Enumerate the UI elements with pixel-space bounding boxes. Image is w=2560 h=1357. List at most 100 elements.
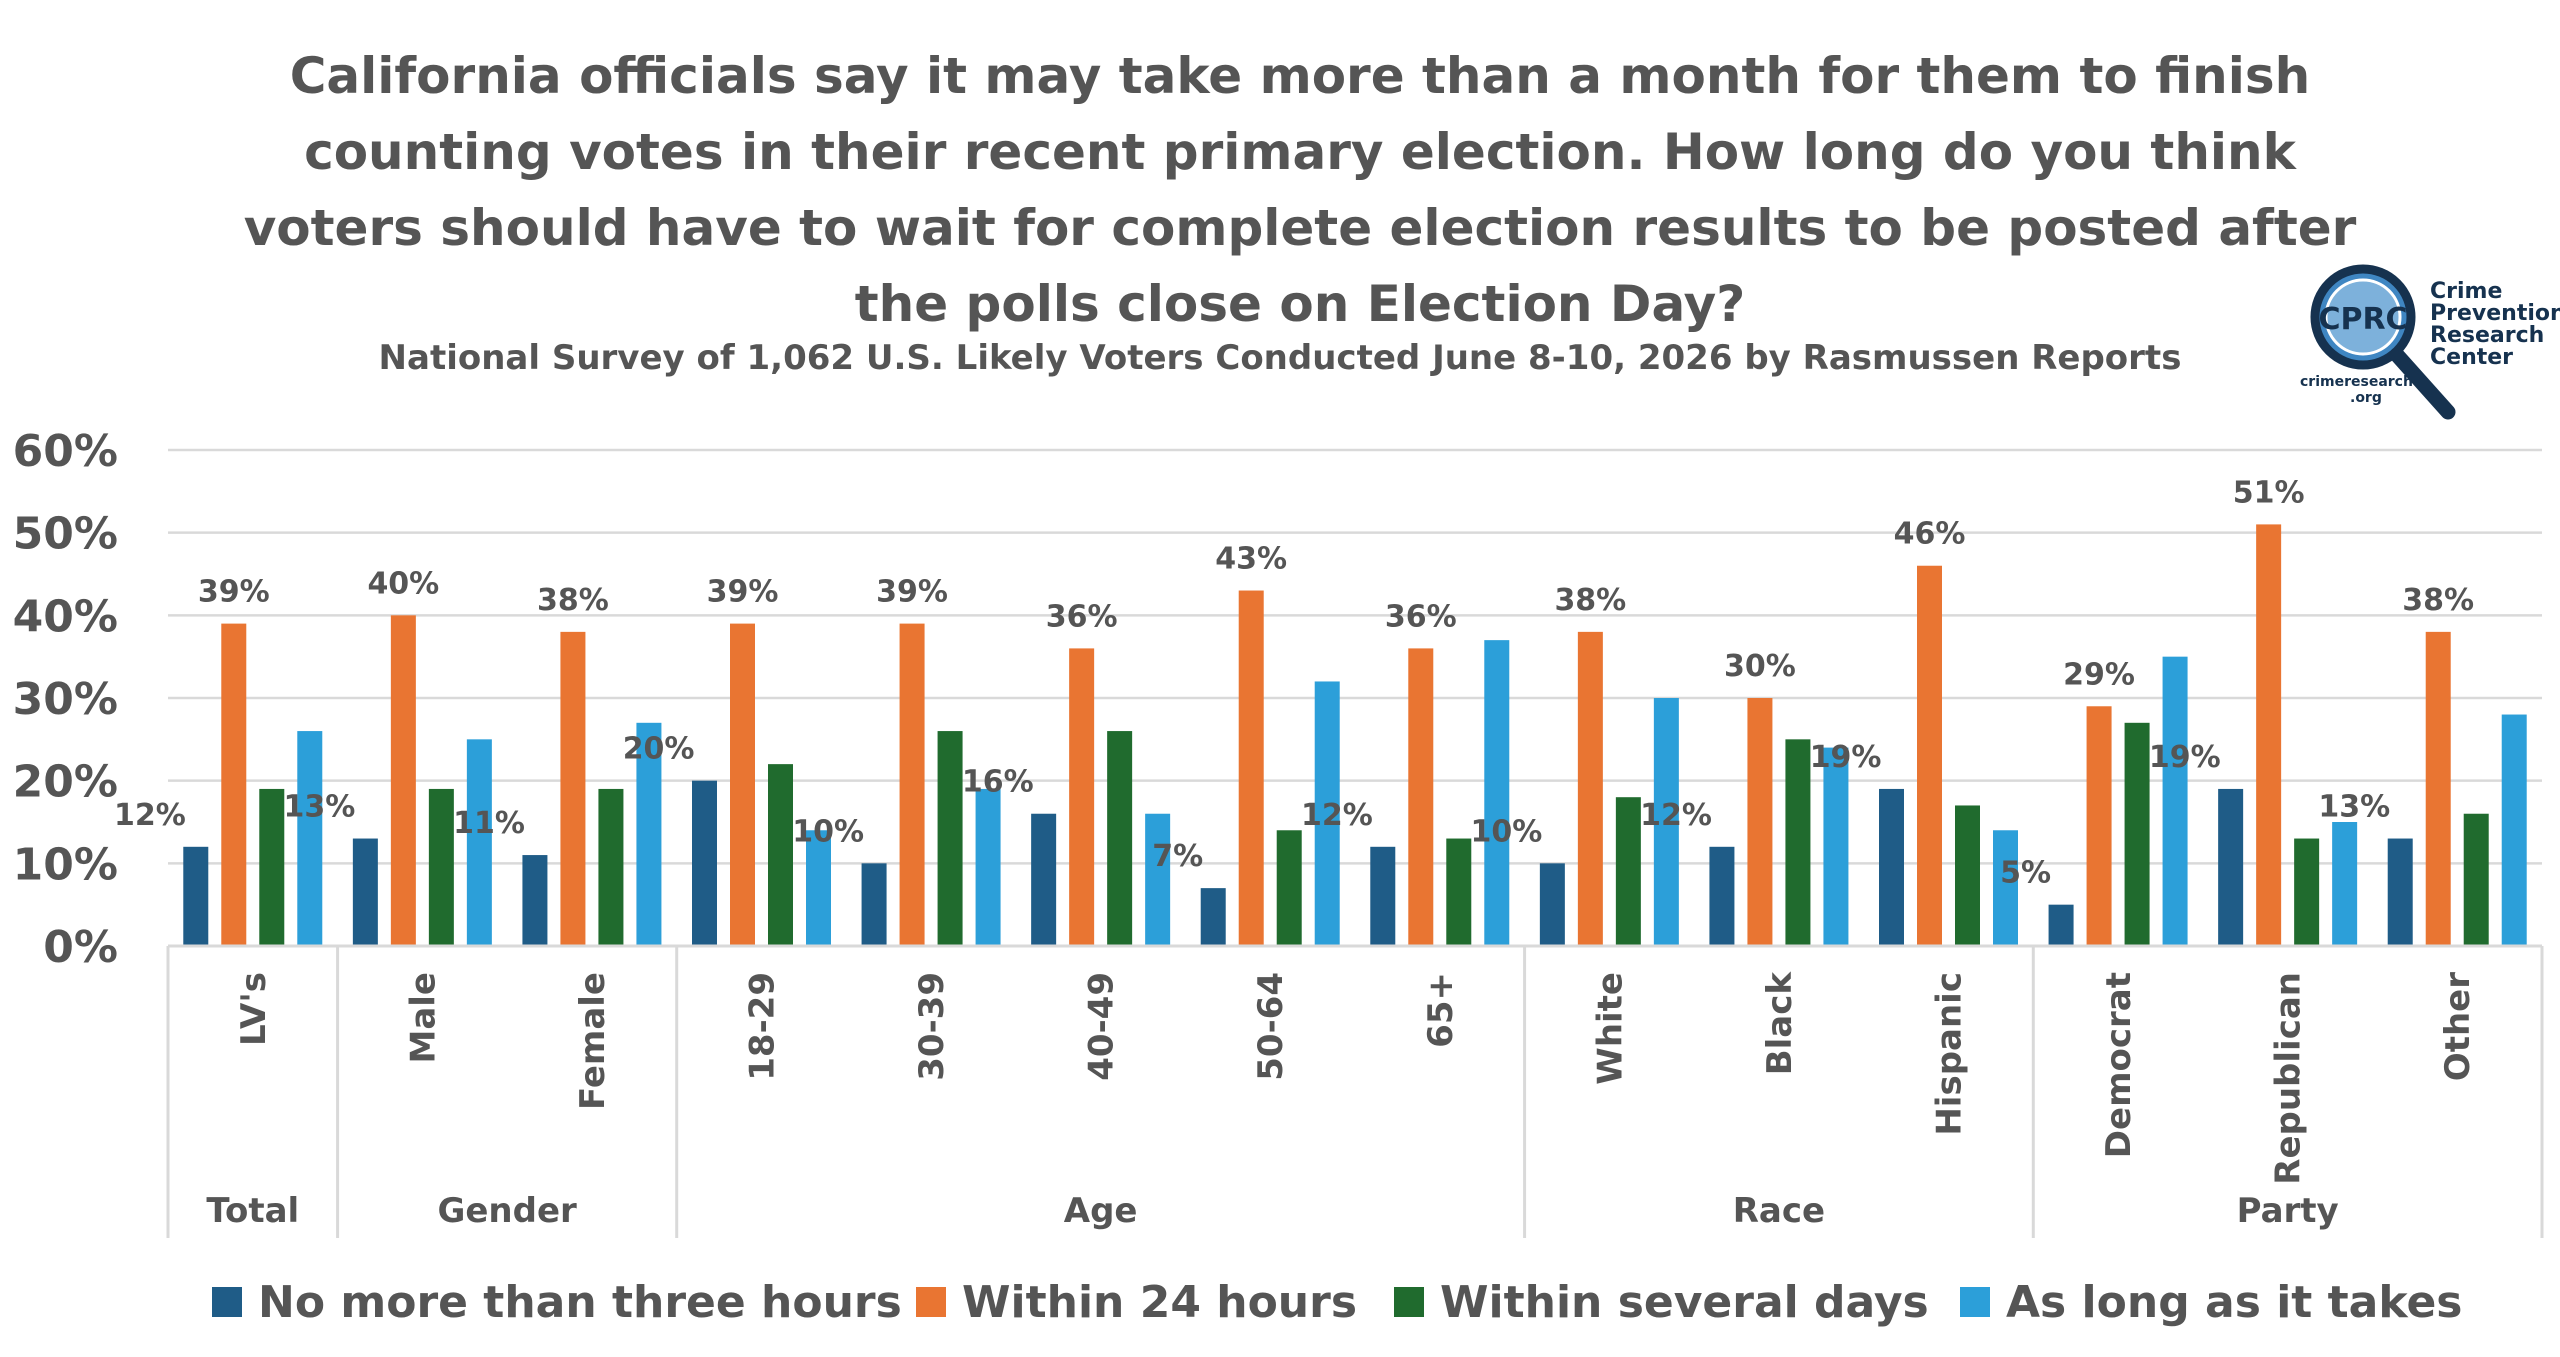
bar <box>352 838 378 946</box>
legend-swatch-no-more-than-three-hours <box>212 1287 242 1317</box>
logo-name-line: Crime <box>2430 279 2502 304</box>
cprc-logo: CPRC Crime Prevention Research Center cr… <box>2298 262 2560 432</box>
bar <box>297 731 323 946</box>
bar <box>466 739 492 946</box>
bar <box>1200 888 1226 946</box>
bar <box>390 615 416 946</box>
x-tick-label: 30-39 <box>912 972 952 1081</box>
group-label: Total <box>206 1191 299 1231</box>
bar <box>1107 731 1133 946</box>
data-label: 30% <box>1724 649 1796 684</box>
bar <box>2294 838 2320 946</box>
x-tick-label: Male <box>403 972 443 1064</box>
bar <box>1446 838 1472 946</box>
bar <box>636 722 662 946</box>
bar-chart: 0% 10% 20% 30% 40% 50% 60% 12% 13% 11% 20% 10% 16% 7… <box>13 426 2544 1238</box>
bar <box>1785 739 1811 946</box>
x-tick-label: White <box>1590 972 1630 1085</box>
bar <box>1823 747 1849 946</box>
bar <box>2086 706 2112 946</box>
bar <box>2425 631 2451 946</box>
bar <box>861 863 887 946</box>
x-tick-label: Hispanic <box>1930 972 1970 1136</box>
data-label: 29% <box>2063 657 2135 692</box>
data-label: 7% <box>1152 839 1203 874</box>
bar <box>2218 788 2244 946</box>
bar <box>1917 565 1942 946</box>
x-tick-label: Other <box>2438 972 2478 1081</box>
data-label: 13% <box>2318 790 2390 825</box>
data-label: 11% <box>453 806 525 841</box>
data-label: 39% <box>198 575 270 610</box>
bar <box>768 764 793 946</box>
bar <box>1276 830 1302 946</box>
x-tick-label: Democrat <box>2099 972 2139 1158</box>
bar <box>2463 813 2489 946</box>
bar <box>2162 656 2188 946</box>
chart-subtitle: National Survey of 1,062 U.S. Likely Vot… <box>378 338 2182 378</box>
data-label: 46% <box>1894 517 1966 552</box>
x-tick-label: 18-29 <box>743 972 783 1081</box>
bar <box>1484 640 1510 946</box>
bar <box>2501 714 2527 946</box>
data-label: 36% <box>1385 599 1457 634</box>
bar <box>975 788 1001 946</box>
group-label: Age <box>1064 1191 1138 1231</box>
data-label: 38% <box>2402 583 2474 618</box>
x-tick-label: 50-64 <box>1251 972 1291 1081</box>
data-label: 43% <box>1215 542 1287 577</box>
logo-site-line: .org <box>2350 390 2382 406</box>
data-label: 5% <box>2000 856 2051 891</box>
y-tick-label: 60% <box>13 426 118 477</box>
data-label: 12% <box>114 798 186 833</box>
legend-label: Within 24 hours <box>962 1276 1358 1328</box>
y-tick-label: 50% <box>13 509 118 560</box>
bar <box>1539 863 1565 946</box>
bar <box>899 623 925 946</box>
y-tick-label: 40% <box>13 591 118 642</box>
data-label: 36% <box>1046 599 1118 634</box>
legend-item: No more than three hours <box>212 1262 902 1342</box>
y-axis-ticks: 0% 10% 20% 30% 40% 50% 60% <box>13 426 118 973</box>
bar <box>692 780 717 946</box>
legend-swatch-within-several-days <box>1394 1287 1424 1317</box>
bar <box>522 855 548 946</box>
bar <box>1031 813 1057 946</box>
bar <box>806 830 831 946</box>
bar <box>730 623 755 946</box>
bar <box>1408 648 1434 946</box>
logo-site-line: crimeresearch <box>2300 374 2413 390</box>
logo-name-line: Research <box>2430 323 2544 348</box>
bars <box>183 524 2527 946</box>
data-label: 39% <box>876 575 948 610</box>
bar <box>1145 813 1171 946</box>
bar <box>259 788 285 946</box>
logo-name-line: Center <box>2430 345 2513 370</box>
bar <box>560 631 586 946</box>
x-tick-label: 40-49 <box>1082 972 1122 1081</box>
bar <box>2124 722 2150 946</box>
data-label: 12% <box>1640 798 1712 833</box>
legend-swatch-within-24-hours <box>916 1287 946 1317</box>
y-tick-label: 0% <box>43 922 118 973</box>
bar <box>2048 904 2074 946</box>
data-labels: 12% 13% 11% 20% 10% 16% 7% 12% 10% 12% 19% 5% 19% 13%… <box>114 475 2474 890</box>
bar <box>2332 822 2358 946</box>
data-label: 13% <box>284 790 356 825</box>
bar <box>428 788 454 946</box>
bar <box>2387 838 2413 946</box>
legend-label: As long as it takes <box>2006 1276 2463 1328</box>
y-tick-label: 20% <box>13 757 118 808</box>
data-label: 10% <box>792 814 864 849</box>
legend-item: Within several days <box>1394 1262 1929 1342</box>
bar <box>1370 846 1396 946</box>
bar <box>1879 788 1904 946</box>
group-label: Race <box>1733 1191 1825 1231</box>
x-axis: LV's Male Female 18-29 30-39 40-49 50-64 65+ Whi… <box>166 944 2544 1238</box>
y-tick-label: 30% <box>13 674 118 725</box>
bar <box>221 623 247 946</box>
x-tick-label: LV's <box>234 972 274 1046</box>
chart-title: California officials say it may take mor… <box>243 47 2357 333</box>
legend-label: No more than three hours <box>258 1276 902 1328</box>
logo-name-line: Prevention <box>2430 301 2560 326</box>
